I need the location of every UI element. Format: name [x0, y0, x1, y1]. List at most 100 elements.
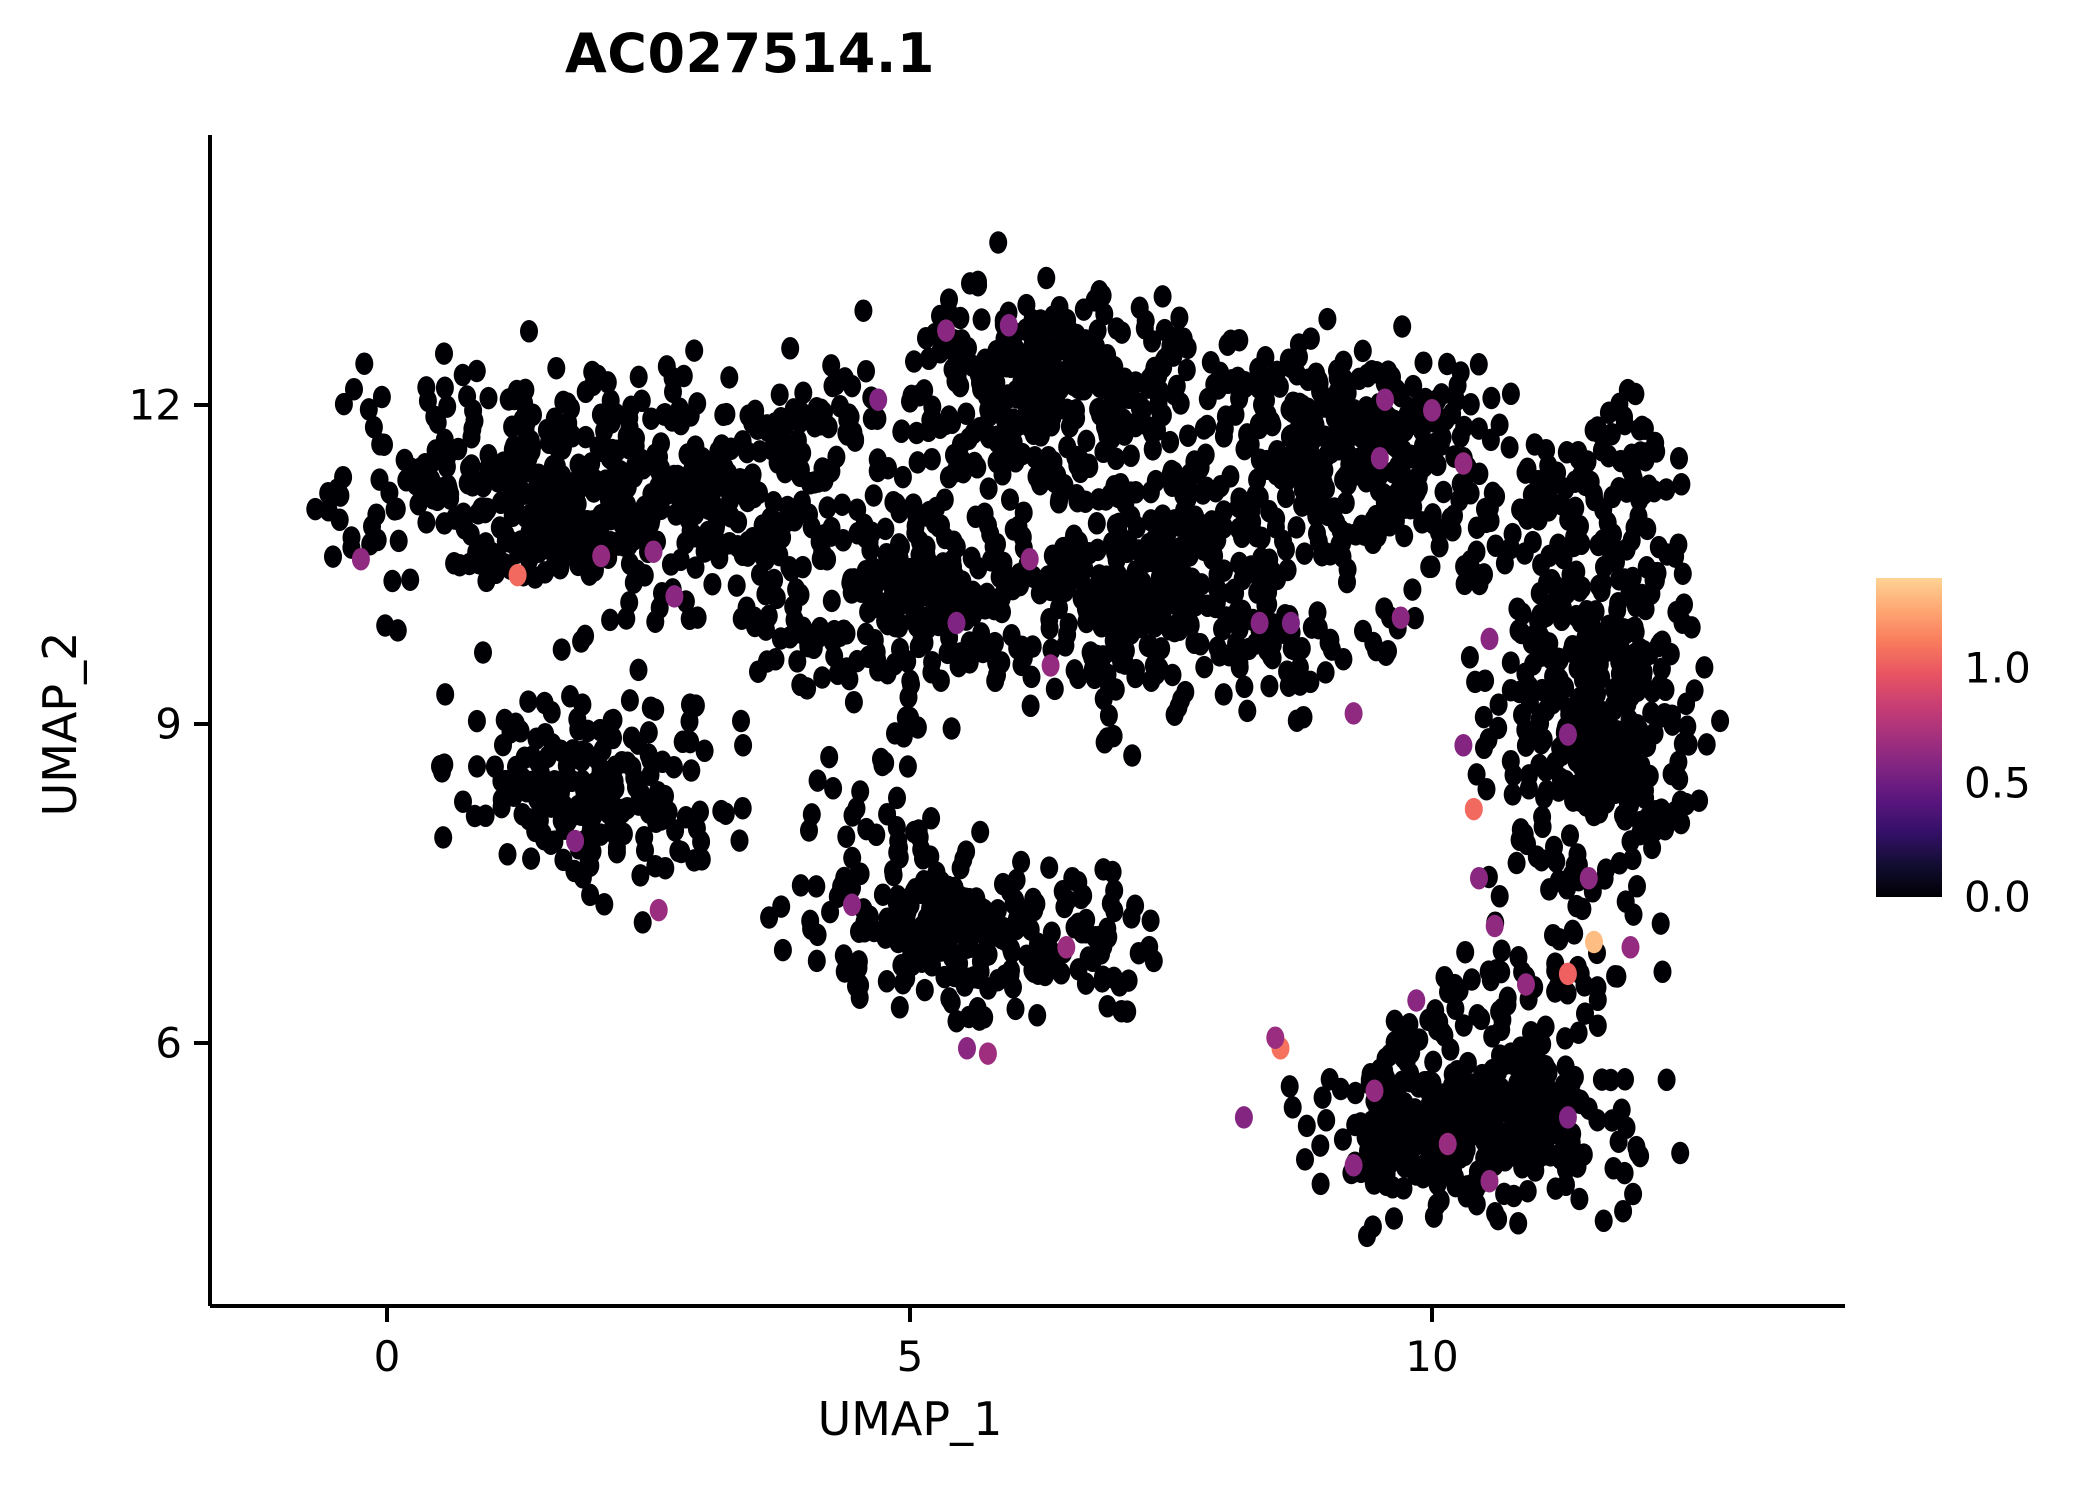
- scatter-point: [1201, 351, 1220, 374]
- scatter-point: [825, 619, 844, 643]
- scatter-point: [1229, 495, 1248, 519]
- scatter-point: [1276, 538, 1295, 561]
- scatter-point: [1515, 542, 1534, 565]
- scatter-point: [776, 449, 795, 473]
- scatter-point: [1020, 547, 1039, 571]
- scatter-point: [1318, 307, 1337, 331]
- scatter-point: [1072, 886, 1091, 910]
- y-tick-label: 12: [128, 380, 182, 430]
- scatter-point: [1415, 443, 1434, 466]
- scatter-point: [1280, 1075, 1299, 1098]
- scatter-point: [1614, 804, 1632, 827]
- scatter-point: [624, 528, 643, 552]
- scatter-point: [1589, 626, 1608, 650]
- scatter-point: [777, 510, 796, 533]
- scatter-point: [1558, 962, 1577, 986]
- scatter-point: [976, 906, 995, 929]
- scatter-point: [1153, 504, 1172, 527]
- scatter-point: [500, 469, 518, 492]
- scatter-point: [629, 658, 648, 682]
- scatter-point: [939, 466, 958, 489]
- scatter-point: [620, 689, 639, 712]
- scatter-point: [416, 453, 434, 476]
- scatter-point: [1229, 517, 1248, 541]
- scatter-point: [1490, 1000, 1509, 1023]
- scatter-point: [1464, 797, 1483, 821]
- scatter-point: [695, 466, 714, 490]
- scatter-point: [1556, 1027, 1575, 1050]
- scatter-point: [1226, 581, 1245, 605]
- colorbar[interactable]: [1876, 578, 1942, 897]
- scatter-point: [436, 479, 454, 503]
- scatter-point: [1580, 692, 1599, 715]
- scatter-point: [523, 745, 542, 769]
- scatter-point: [508, 563, 527, 587]
- scatter-point: [1065, 659, 1084, 682]
- scatter-point: [646, 854, 665, 878]
- scatter-point: [1259, 580, 1278, 604]
- scatter-point: [949, 589, 968, 612]
- scatter-point: [1130, 296, 1149, 320]
- scatter-point: [370, 468, 389, 491]
- scatter-point: [886, 722, 904, 745]
- scatter-point: [915, 631, 934, 654]
- scatter-point: [1492, 1018, 1511, 1041]
- scatter-point: [576, 425, 595, 449]
- scatter-point: [573, 866, 592, 889]
- scatter-point: [1058, 623, 1077, 646]
- scatter-point: [1579, 866, 1598, 890]
- scatter-point: [1338, 570, 1356, 594]
- scatter-point: [1589, 574, 1608, 598]
- scatter-point: [827, 445, 846, 469]
- scatter-point: [468, 755, 486, 778]
- scatter-point: [1424, 1050, 1443, 1074]
- scatter-point: [559, 809, 577, 833]
- scatter-point: [1477, 777, 1496, 801]
- scatter-point: [808, 769, 827, 792]
- scatter-point: [431, 755, 449, 778]
- scatter-point: [1445, 504, 1463, 527]
- scatter-point: [739, 404, 758, 427]
- scatter-point: [929, 613, 948, 637]
- scatter-point: [1525, 1075, 1544, 1098]
- scatter-point: [1564, 534, 1583, 558]
- scatter-point: [922, 447, 941, 471]
- scatter-point: [1195, 655, 1214, 679]
- scatter-point: [1651, 674, 1669, 697]
- scatter-point: [1077, 429, 1096, 453]
- scatter-point: [1510, 1055, 1529, 1079]
- scatter-point: [1673, 562, 1692, 585]
- scatter-point: [1588, 1108, 1607, 1132]
- scatter-point: [999, 314, 1018, 337]
- scatter-point: [389, 529, 408, 553]
- scatter-point: [1501, 749, 1520, 773]
- scatter-point: [1029, 373, 1048, 396]
- scatter-point: [535, 691, 554, 715]
- scatter-point: [1093, 594, 1112, 617]
- scatter-point: [917, 879, 936, 902]
- scatter-point: [1520, 691, 1539, 714]
- scatter-point: [916, 917, 935, 940]
- scatter-point: [635, 564, 654, 587]
- scatter-point: [1295, 542, 1314, 565]
- scatter-point: [1512, 1132, 1531, 1156]
- scatter-point: [1475, 736, 1493, 760]
- scatter-point: [720, 366, 739, 389]
- scatter-point: [984, 359, 1003, 382]
- scatter-point: [503, 415, 522, 439]
- scatter-point: [1496, 1149, 1515, 1172]
- scatter-point: [1533, 805, 1552, 829]
- scatter-point: [1024, 565, 1043, 589]
- scatter-point: [1423, 399, 1441, 422]
- scatter-point: [764, 530, 783, 554]
- scatter-point: [1016, 391, 1035, 414]
- scatter-point: [1621, 458, 1640, 482]
- scatter-point: [517, 411, 536, 434]
- scatter-point: [1652, 657, 1671, 681]
- scatter-point: [1586, 600, 1605, 623]
- scatter-point: [1353, 339, 1372, 363]
- scatter-point: [1319, 631, 1338, 654]
- scatter-point: [1362, 360, 1381, 383]
- scatter-point: [861, 538, 880, 562]
- scatter-point: [788, 650, 807, 673]
